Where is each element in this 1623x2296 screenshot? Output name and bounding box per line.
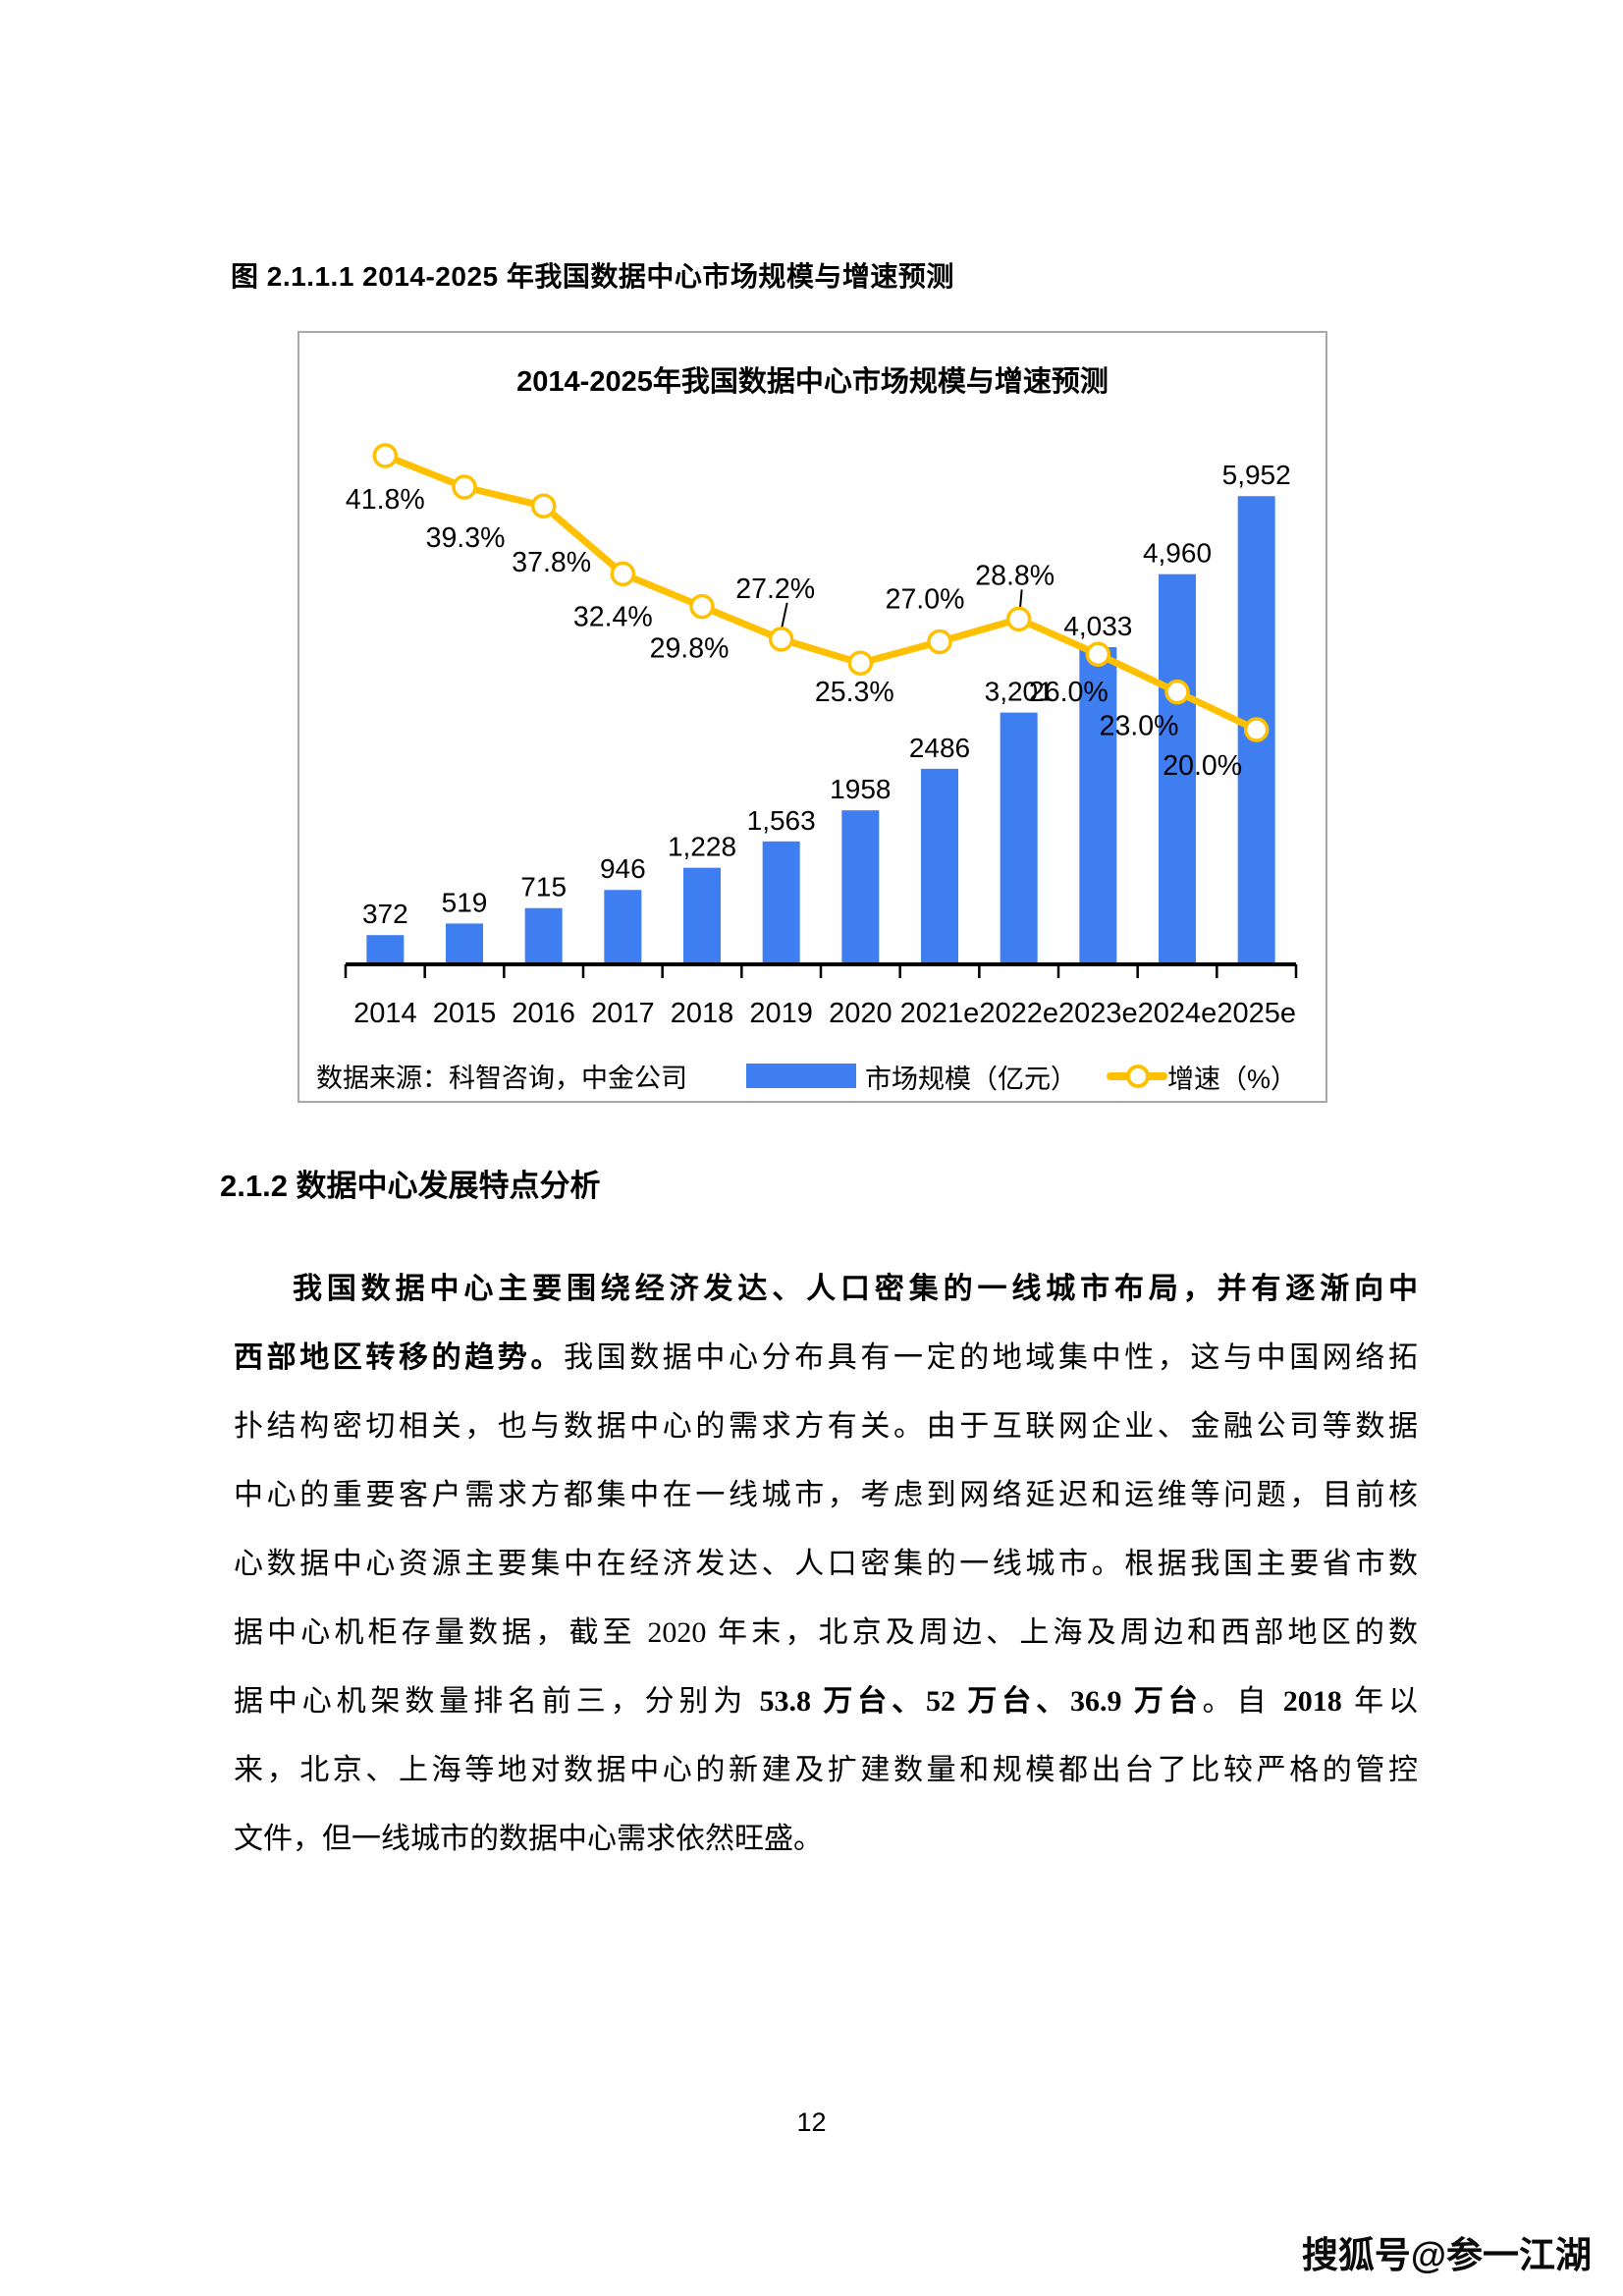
bar-value-label: 2486 — [909, 733, 970, 763]
legend-line-label: 增速（%） — [1167, 1065, 1298, 1094]
text-run-bold: 53.8 万台、52 万台、36.9 万台 — [759, 1685, 1203, 1718]
bar-value-label: 4,960 — [1143, 538, 1212, 569]
paragraph-line: 据中心机架数量排名前三，分别为 53.8 万台、52 万台、36.9 万台。自 … — [234, 1667, 1418, 1736]
x-axis-label: 2021e — [900, 998, 980, 1029]
paragraph-line: 我国数据中心主要围绕经济发达、人口密集的一线城市布局，并有逐渐向中 — [234, 1255, 1418, 1324]
growth-value-label: 20.0% — [1163, 750, 1242, 782]
text-run: 据中心机架数量排名前三，分别为 — [234, 1685, 760, 1718]
legend-line-marker-icon — [1126, 1065, 1150, 1088]
paragraph-line: 西部地区转移的趋势。我国数据中心分布具有一定的地域集中性，这与中国网络拓 — [234, 1324, 1418, 1393]
growth-value-label: 27.2% — [735, 574, 815, 605]
paragraph-line: 中心的重要客户需求方都集中在一线城市，考虑到网络延迟和运维等问题，目前核 — [234, 1461, 1418, 1530]
bar — [446, 923, 483, 964]
growth-value-label: 27.0% — [886, 583, 965, 615]
bar-value-label: 372 — [362, 899, 408, 929]
label-leader-line — [780, 602, 788, 631]
growth-marker-icon — [847, 650, 874, 676]
bar-value-label: 4,033 — [1063, 611, 1132, 641]
bar — [841, 810, 880, 964]
bar-value-label: 946 — [600, 853, 646, 884]
bar — [762, 841, 800, 964]
figure-caption: 图 2.1.1.1 2014-2025 年我国数据中心市场规模与增速预测 — [231, 261, 954, 292]
bar — [366, 935, 405, 964]
x-axis-label: 2015 — [433, 998, 497, 1029]
paragraph-line: 来，北京、上海等地对数据中心的新建及扩建数量和规模都出台了比较严格的管控 — [234, 1736, 1418, 1805]
text-run: 来，北京、上海等地对数据中心的新建及扩建数量和规模都出台了比较严格的管控 — [234, 1754, 1418, 1786]
growth-marker-icon — [768, 627, 794, 652]
page-number: 12 — [796, 2107, 827, 2137]
growth-marker-icon — [610, 561, 636, 587]
growth-marker-icon — [372, 443, 399, 468]
growth-value-label: 23.0% — [1100, 711, 1179, 742]
x-axis-label: 2017 — [591, 998, 655, 1029]
bar — [683, 867, 721, 964]
bar — [921, 768, 958, 964]
text-run-bold: 我国数据中心主要围绕经济发达、人口密集的一线城市布局，并有逐渐向中 — [293, 1273, 1418, 1305]
x-axis-label: 2016 — [512, 998, 575, 1029]
growth-line — [381, 452, 1261, 734]
paragraph-line: 心数据中心资源主要集中在经济发达、人口密集的一线城市。根据我国主要省市数 — [234, 1530, 1418, 1599]
x-axis-label: 2022e — [979, 998, 1058, 1029]
bar-value-label: 3,201 — [985, 677, 1054, 707]
growth-value-label: 25.3% — [815, 677, 894, 708]
chart-plot: 372 519 715 946 1,228 1,563 1958 2486 3,201 4,033… — [344, 443, 1298, 1029]
text-run-bold: 西部地区转移的趋势。 — [234, 1341, 564, 1374]
text-run: 据中心机柜存量数据，截至 2020 年末，北京及周边、上海及周边和西部地区的数 — [234, 1616, 1418, 1649]
bar-value-label: 1,563 — [747, 805, 816, 836]
text-run: 中心的重要客户需求方都集中在一线城市，考虑到网络延迟和运维等问题，目前核 — [234, 1479, 1418, 1511]
growth-value-label: 32.4% — [573, 601, 653, 632]
growth-value-label: 29.8% — [650, 633, 730, 665]
growth-value-label: 28.8% — [975, 560, 1055, 591]
bar — [1159, 574, 1196, 964]
x-axis-label: 2018 — [671, 998, 734, 1029]
text-run-bold: 2018 — [1282, 1685, 1342, 1718]
x-axis-label: 2023e — [1058, 998, 1138, 1029]
growth-marker-icon — [1164, 679, 1190, 705]
growth-marker-icon — [1085, 641, 1111, 667]
legend-bar-swatch — [746, 1064, 856, 1088]
bar-value-label: 715 — [520, 872, 567, 902]
growth-marker-icon — [530, 493, 557, 519]
growth-marker-icon — [1243, 717, 1270, 742]
text-run: 年以 — [1341, 1685, 1418, 1718]
x-axis-label: 2014 — [353, 998, 417, 1029]
paragraph-line: 文件，但一线城市的数据中心需求依然旺盛。 — [234, 1805, 1418, 1874]
bar-value-label: 1,228 — [668, 832, 736, 862]
bar — [1079, 646, 1117, 964]
bar-value-label: 519 — [442, 887, 488, 917]
chart-title: 2014-2025年我国数据中心市场规模与增速预测 — [516, 366, 1109, 398]
bar — [604, 890, 642, 964]
text-run: 。自 — [1202, 1685, 1283, 1718]
bar-value-label: 1958 — [830, 774, 891, 804]
paragraph-line: 扑结构密切相关，也与数据中心的需求方有关。由于互联网企业、金融公司等数据 — [234, 1393, 1418, 1461]
growth-value-label: 26.0% — [1029, 677, 1109, 708]
growth-marker-icon — [452, 474, 477, 500]
growth-marker-icon — [1005, 606, 1032, 632]
x-axis-label: 2020 — [829, 998, 893, 1029]
bar — [524, 907, 563, 964]
growth-value-label: 37.8% — [512, 547, 591, 578]
chart-source: 数据来源：科智咨询，中金公司 — [316, 1064, 687, 1093]
x-axis-label: 2024e — [1138, 998, 1217, 1029]
paragraph-line: 据中心机柜存量数据，截至 2020 年末，北京及周边、上海及周边和西部地区的数 — [234, 1599, 1418, 1667]
growth-value-label: 41.8% — [346, 484, 425, 516]
text-run: 扑结构密切相关，也与数据中心的需求方有关。由于互联网企业、金融公司等数据 — [234, 1410, 1418, 1443]
bar — [1000, 712, 1038, 964]
chart: 372 519 715 946 1,228 1,563 1958 2486 3,201 4,033… — [298, 331, 1327, 1103]
bar-value-label: 5,952 — [1222, 460, 1291, 490]
legend-bar-label: 市场规模（亿元） — [865, 1065, 1077, 1094]
growth-value-label: 39.3% — [426, 522, 506, 554]
text-run: 文件，但一线城市的数据中心需求依然旺盛。 — [234, 1823, 823, 1855]
body-paragraph: 我国数据中心主要围绕经济发达、人口密集的一线城市布局，并有逐渐向中西部地区转移的… — [234, 1255, 1418, 1874]
text-run: 我国数据中心分布具有一定的地域集中性，这与中国网络拓 — [564, 1341, 1418, 1374]
text-run: 心数据中心资源主要集中在经济发达、人口密集的一线城市。根据我国主要省市数 — [234, 1548, 1418, 1580]
growth-marker-icon — [927, 629, 952, 655]
section-heading: 2.1.2 数据中心发展特点分析 — [220, 1169, 601, 1203]
x-axis-label: 2025e — [1217, 998, 1296, 1029]
growth-marker-icon — [689, 593, 715, 620]
watermark: 搜狐号@参一江湖 — [1301, 2235, 1592, 2275]
x-axis-label: 2019 — [749, 998, 813, 1029]
